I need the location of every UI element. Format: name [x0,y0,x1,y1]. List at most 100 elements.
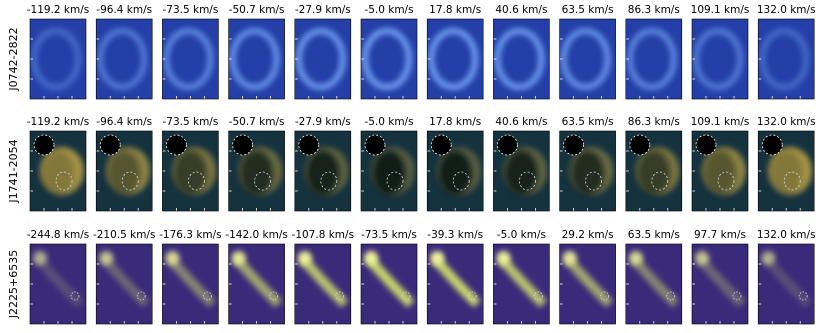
panel-frame [95,18,153,100]
panel-image [695,251,746,308]
panel-frame [29,130,87,212]
panel-image [430,251,481,308]
panel-image [298,134,349,195]
channel-panel [360,18,418,100]
channel-panel [426,130,484,212]
panel-image [297,251,349,308]
shadow [240,151,273,195]
channel-panel [559,18,616,100]
head [99,251,114,265]
panel-frame [95,130,153,212]
velocity-label: -5.0 km/s [364,4,413,16]
channel-panel [228,243,285,325]
hole [695,134,717,156]
panel-image [761,251,812,308]
velocity-label: -73.5 km/s [162,4,218,16]
velocity-label: -73.5 km/s [361,229,417,241]
shell [362,28,412,90]
shell [759,28,810,90]
velocity-label: 109.1 km/s [691,4,750,16]
panel-frame [162,130,219,212]
hole [430,134,452,156]
panel-image [761,134,813,195]
head [364,251,378,265]
channel-panel [95,130,153,212]
panel-frame [625,130,683,212]
panel-frame [29,18,87,100]
panel-image [563,134,614,195]
velocity-label: -27.9 km/s [295,116,351,128]
head [231,251,246,265]
region [666,291,676,301]
channel-panel [493,130,550,212]
shadow [637,151,670,195]
channel-panel [691,18,749,100]
channel-panel [162,18,219,100]
hole [165,134,187,156]
panel-image [496,251,547,308]
shadow [571,151,604,195]
velocity-label: 63.5 km/s [562,116,614,128]
region [467,291,477,301]
panel-frame [559,18,616,100]
channel-panel [559,243,616,325]
channel-panel [95,18,153,100]
velocity-label: 17.8 km/s [429,116,481,128]
hole [761,134,783,156]
region [55,171,73,191]
velocity-label: -96.4 km/s [96,4,152,16]
panel-image [33,251,84,308]
hole [298,134,320,156]
channel-panel [294,18,352,100]
panel-image [496,134,548,195]
region [585,171,602,191]
velocity-label: 109.1 km/s [691,116,750,128]
panel-frame [294,243,352,325]
panel-frame [228,130,285,212]
panel-frame [162,243,219,325]
channel-panel [228,18,285,100]
region [136,291,146,301]
velocity-label: -39.3 km/s [427,229,483,241]
head [628,251,643,265]
row-label: J2225+6535 [7,250,20,319]
channel-panel [294,243,352,325]
head [761,251,776,265]
velocity-label: -5.0 km/s [497,229,546,241]
panel-image [362,28,412,90]
velocity-label: -244.8 km/s [27,229,90,241]
channel-panel [757,130,815,212]
head [496,251,511,265]
region [269,291,279,301]
head [165,251,180,265]
region [519,171,536,191]
panel-image [232,134,283,195]
panel-image [99,251,150,308]
channel-panel [559,130,616,212]
channel-panel [294,130,352,212]
panel-image [759,28,810,90]
channel-panel [162,130,219,212]
shadow [42,151,74,195]
shell [229,28,280,90]
region [70,291,80,301]
shadow [770,151,803,195]
channel-panel [360,243,418,325]
panel-frame [625,243,683,325]
velocity-label: 63.5 km/s [562,4,614,16]
panel-frame [625,18,683,100]
channel-panel [426,18,484,100]
channel-panel [228,130,285,212]
panel-frame [162,18,219,100]
shell [295,28,346,90]
shadow [306,151,339,195]
velocity-label: -73.5 km/s [162,116,218,128]
row-label: J1741-2054 [7,139,20,203]
region [121,171,139,191]
panel-image [295,28,346,90]
channel-panel [162,243,219,325]
region [783,171,801,191]
region [798,291,808,301]
panel-frame [757,130,815,212]
